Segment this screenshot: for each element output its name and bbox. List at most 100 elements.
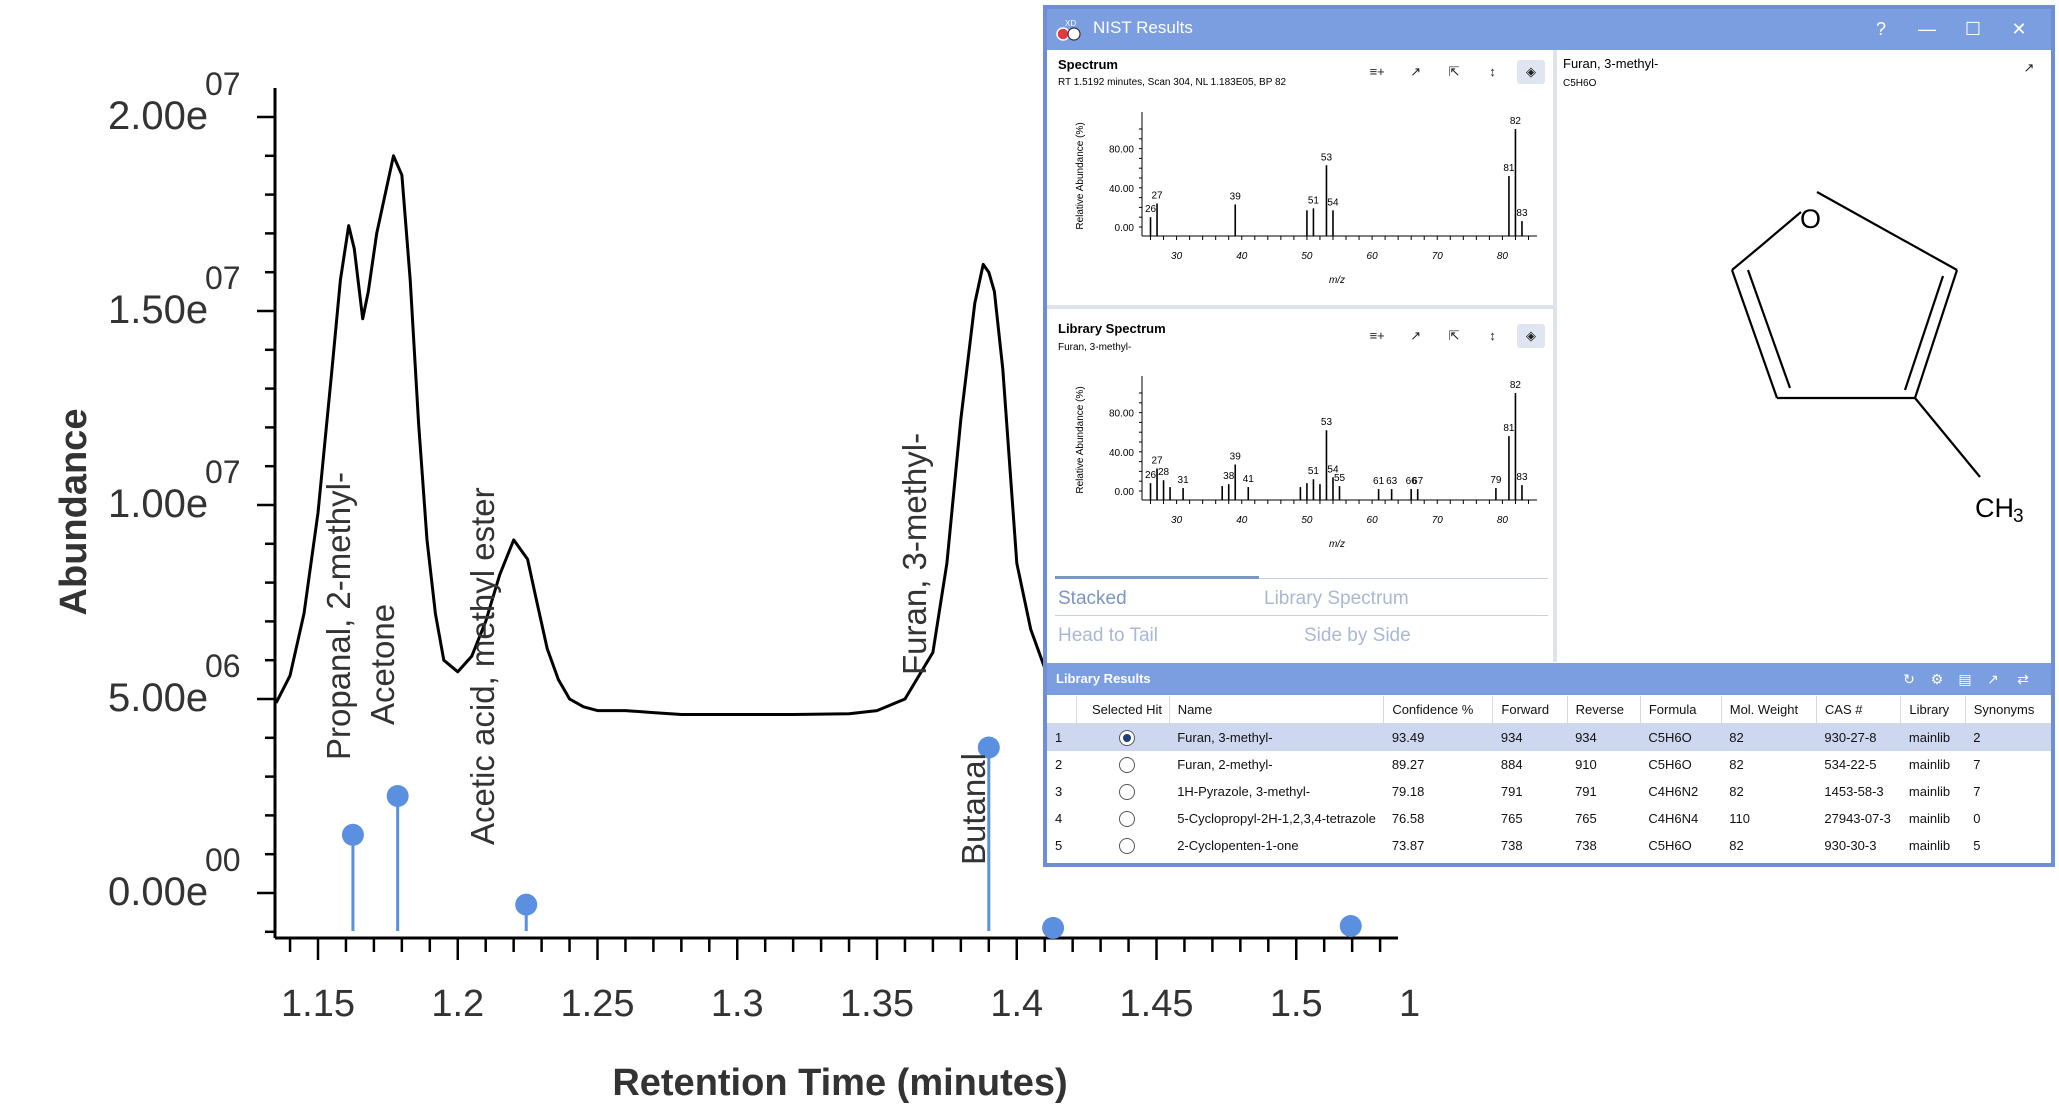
table-row[interactable]: 2 Furan, 2-methyl- 89.27 884 910 C5H6O 82 534-2…	[1047, 751, 2051, 778]
ms-peak-label: 51	[1308, 466, 1320, 477]
ms-peak-label: 31	[1178, 475, 1190, 486]
hit-confidence: 76.58	[1391, 811, 1425, 826]
col-selected-hit[interactable]: Selected Hit	[1076, 696, 1170, 724]
ms-peak-label: 41	[1243, 474, 1255, 485]
col-cas[interactable]: CAS #	[1816, 696, 1902, 724]
maximize-button[interactable]: ☐	[1964, 19, 1982, 39]
close-button[interactable]: ✕	[2011, 19, 2027, 39]
peak-marker[interactable]	[1042, 916, 1065, 939]
table-row[interactable]: 4 5-Cyclopropyl-2H-1,2,3,4-tetrazole 76.58…	[1047, 805, 2051, 832]
ms-peak-label: 54	[1327, 197, 1339, 208]
ms-peak-label: 79	[1490, 475, 1502, 486]
selected-hit-radio[interactable]	[1119, 756, 1135, 773]
tag-icon[interactable]: ◈	[1517, 324, 1545, 348]
hit-formula: C5H6O	[1648, 838, 1692, 853]
hit-forward: 738	[1500, 838, 1523, 853]
ms-peak-label: 81	[1503, 423, 1515, 434]
structure-panel: Furan, 3-methyl- C5H6O ↗ O CH 3	[1557, 50, 2051, 662]
hit-cas: 534-22-5	[1824, 757, 1877, 772]
col-mol-weight[interactable]: Mol. Weight	[1721, 696, 1817, 724]
table-row[interactable]: 1 Furan, 3-methyl- 93.49 934 934 C5H6O 82 930-2…	[1047, 723, 2051, 751]
ms-x-tick-label: 50	[1301, 251, 1313, 262]
selected-hit-radio[interactable]	[1119, 729, 1135, 746]
ms-x-tick-label: 70	[1432, 251, 1444, 262]
y-tick-exponent: 07	[205, 260, 241, 296]
hit-reverse: 934	[1567, 723, 1641, 751]
hit-library: mainlib	[1908, 784, 1951, 799]
hit-mol-weight: 110	[1729, 811, 1750, 826]
ms-x-tick-label: 80	[1497, 515, 1509, 526]
col-library[interactable]: Library	[1900, 696, 1966, 724]
table-row[interactable]: 5 2-Cyclopenten-1-one 73.87 738 738 C5H6O 82 93…	[1047, 832, 2051, 859]
col-synonyms[interactable]: Synonyms	[1965, 696, 2051, 724]
peak-marker[interactable]	[1339, 914, 1362, 937]
ms-peak-label: 26	[1145, 204, 1157, 215]
hit-library: mainlib	[1908, 757, 1951, 772]
ms-y-tick-label: 40.00	[1109, 448, 1134, 459]
export-structure-icon[interactable]: ↗	[2023, 60, 2035, 75]
tab-stacked[interactable]: Stacked	[1058, 588, 1127, 609]
table-row[interactable]: 3 1H-Pyrazole, 3-methyl- 79.18 791 791 C4H6N2…	[1047, 778, 2051, 805]
hit-mol-weight: 82	[1729, 838, 1744, 853]
compound-name: Furan, 3-methyl-	[1563, 56, 1659, 71]
panel-divider	[1047, 305, 1553, 309]
bar-chart-icon[interactable]: ▤	[1958, 671, 1972, 687]
minimize-button[interactable]: —	[1918, 19, 1936, 39]
view-tabs: Stacked Library Spectrum Head to Tail Si…	[1055, 574, 1548, 654]
settings-icon[interactable]: ⚙	[1930, 671, 1944, 687]
row-index: 3	[1055, 784, 1063, 799]
ms-peak-label: 27	[1151, 190, 1163, 201]
hit-name: 1H-Pyrazole, 3-methyl-	[1177, 784, 1311, 799]
ms-x-tick-label: 30	[1171, 251, 1183, 262]
window-title-bar[interactable]: XD NIST Results ? — ☐ ✕	[1047, 9, 2051, 50]
col-forward[interactable]: Forward	[1492, 696, 1568, 724]
refresh-icon[interactable]: ↻	[1903, 671, 1915, 687]
hit-name: 2-Cyclopenten-1-one	[1177, 838, 1299, 853]
library-results-title: Library Results	[1056, 671, 1151, 686]
selected-hit-radio[interactable]	[1119, 810, 1135, 827]
x-tick-label: 1.15	[281, 983, 355, 1025]
swap-icon[interactable]: ⇄	[2017, 671, 2029, 687]
svg-text:XD: XD	[1065, 19, 1076, 28]
col-formula[interactable]: Formula	[1640, 696, 1722, 724]
tab-head-to-tail[interactable]: Head to Tail	[1058, 625, 1158, 646]
hit-cas: 27943-07-3	[1824, 811, 1891, 826]
ms-peak-label: 54	[1327, 464, 1339, 475]
col-confidence[interactable]: Confidence %	[1383, 696, 1494, 724]
hit-library: mainlib	[1908, 811, 1951, 826]
spectrum-subtitle: RT 1.5192 minutes, Scan 304, NL 1.183E05…	[1058, 77, 1287, 88]
list-add-icon[interactable]: ≡+	[1369, 64, 1385, 79]
hit-mol-weight: 82	[1721, 723, 1817, 751]
ms-peak-label: 83	[1516, 208, 1528, 219]
chromatogram-trace	[274, 154, 1185, 716]
selected-hit-radio[interactable]	[1119, 783, 1135, 800]
peak-marker[interactable]	[515, 893, 538, 916]
export-icon[interactable]: ↗	[1410, 328, 1422, 343]
list-add-icon[interactable]: ≡+	[1369, 328, 1385, 343]
col-reverse[interactable]: Reverse	[1567, 696, 1641, 724]
fullscreen-icon[interactable]: ⇱	[1448, 328, 1460, 343]
tag-icon[interactable]: ◈	[1517, 60, 1545, 84]
peak-marker[interactable]	[341, 823, 364, 846]
hit-name: Furan, 2-methyl-	[1177, 757, 1273, 772]
col-name[interactable]: Name	[1169, 696, 1385, 724]
hit-formula: C5H6O	[1648, 757, 1692, 772]
fullscreen-icon[interactable]: ⇱	[1448, 64, 1460, 79]
selected-hit-radio[interactable]	[1119, 837, 1135, 854]
export-results-icon[interactable]: ↗	[1987, 671, 1999, 687]
export-icon[interactable]: ↗	[1410, 64, 1422, 79]
peak-marker[interactable]	[386, 785, 409, 807]
help-button[interactable]: ?	[1875, 19, 1886, 39]
fit-height-icon[interactable]: ↕	[1489, 328, 1496, 343]
ms-peak-label: 67	[1412, 476, 1424, 487]
library-results-table: Selected Hit Name Confidence % Forward R…	[1047, 696, 2051, 859]
ms-peak-label: 82	[1510, 116, 1522, 127]
x-tick-label: 1.2	[431, 983, 484, 1025]
tab-side-by-side[interactable]: Side by Side	[1304, 625, 1411, 646]
peak-marker[interactable]	[977, 736, 1000, 759]
y-axis-label: Abundance	[53, 409, 95, 616]
ms-y-tick-label: 0.00	[1115, 223, 1135, 234]
y-tick-label: 1.00e	[108, 482, 208, 526]
fit-height-icon[interactable]: ↕	[1489, 64, 1496, 79]
tab-library-spectrum[interactable]: Library Spectrum	[1264, 588, 1409, 609]
